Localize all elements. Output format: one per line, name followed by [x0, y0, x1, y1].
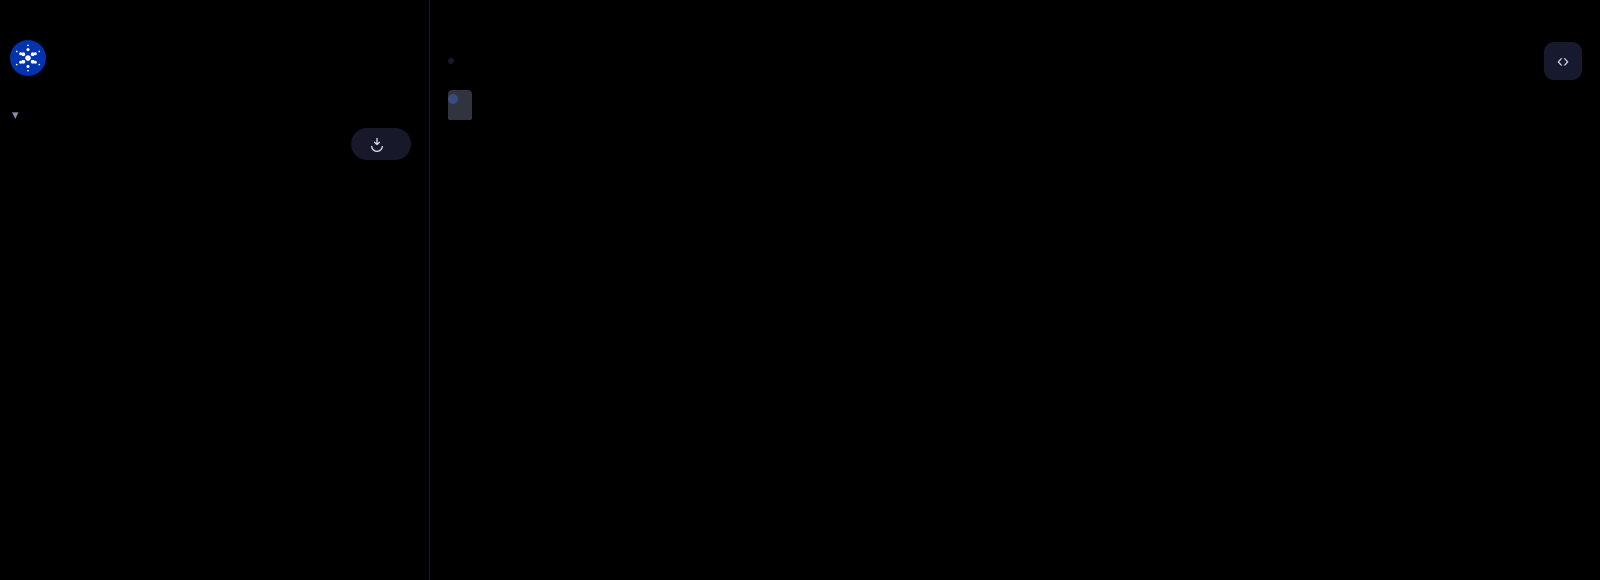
tvl-row: [10, 128, 411, 160]
download-csv-button[interactable]: [351, 128, 411, 160]
sidebar: ▾: [0, 0, 430, 580]
watermark: [448, 90, 480, 120]
llama-icon: [448, 90, 472, 120]
currency-row: ‹›: [448, 42, 1582, 80]
tvl-label[interactable]: ▾: [10, 100, 411, 124]
download-icon: [369, 136, 385, 152]
chart[interactable]: [448, 90, 1568, 460]
embed-button[interactable]: ‹›: [1544, 42, 1582, 80]
main-panel: ‹›: [430, 0, 1600, 580]
currency-toggle: [448, 58, 454, 64]
code-icon: ‹›: [1557, 51, 1569, 72]
title-row: [10, 40, 411, 76]
cardano-logo-icon: [10, 40, 46, 76]
chevron-down-icon: ▾: [12, 108, 19, 123]
